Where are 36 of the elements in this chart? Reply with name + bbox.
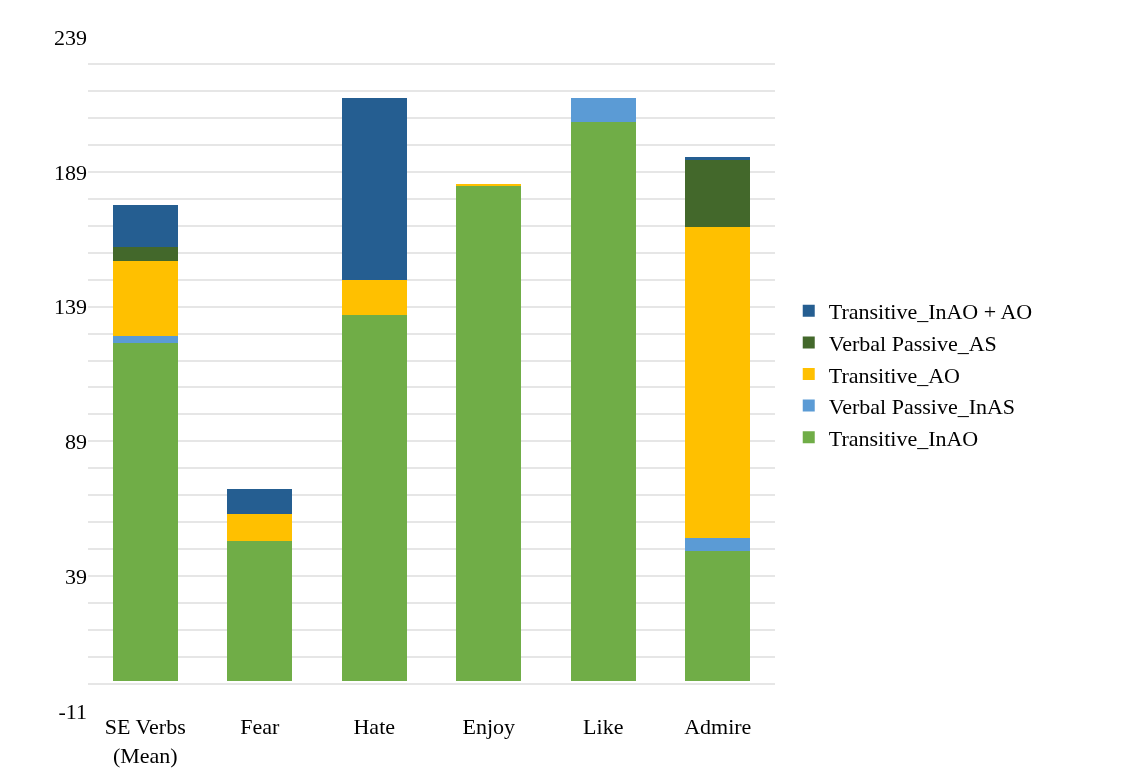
y-tick-label: 89 <box>65 429 87 455</box>
bar <box>685 538 751 552</box>
bar <box>341 280 407 316</box>
bar <box>341 315 407 682</box>
bar <box>227 489 293 515</box>
x-tick-label: Admire <box>684 714 752 739</box>
legend-label: Transitive_InAO <box>828 425 979 451</box>
bar <box>227 540 293 682</box>
bar <box>570 97 636 123</box>
legend-label: Verbal Passive_AS <box>828 330 997 356</box>
bar <box>112 343 178 682</box>
bar <box>685 226 751 539</box>
y-tick-label: -11 <box>58 698 87 724</box>
x-tick-label: Hate <box>353 714 396 739</box>
x-tick-label: Fear <box>240 714 280 739</box>
bar <box>112 246 178 261</box>
legend-label: Transitive_InAO + AO <box>828 299 1033 325</box>
y-tick-label: 139 <box>54 294 87 320</box>
bar <box>456 186 522 682</box>
bar <box>685 159 751 227</box>
y-tick-label: 39 <box>65 563 87 589</box>
x-tick-label: Like <box>583 714 624 739</box>
bar <box>112 205 178 247</box>
bar <box>227 514 293 541</box>
x-tick-label: Enjoy <box>462 714 516 739</box>
y-tick-label: 239 <box>54 24 87 50</box>
bar <box>685 551 751 682</box>
bar <box>570 122 636 682</box>
bar <box>341 97 407 281</box>
y-tick-label: 189 <box>54 159 87 185</box>
x-tick-label: SE Verbs (Mean) <box>104 714 186 768</box>
legend-label: Verbal Passive_InAS <box>828 394 1016 420</box>
bar <box>112 335 178 344</box>
legend-label: Transitive_AO <box>828 362 960 388</box>
bar <box>685 156 751 160</box>
bar <box>112 260 178 336</box>
